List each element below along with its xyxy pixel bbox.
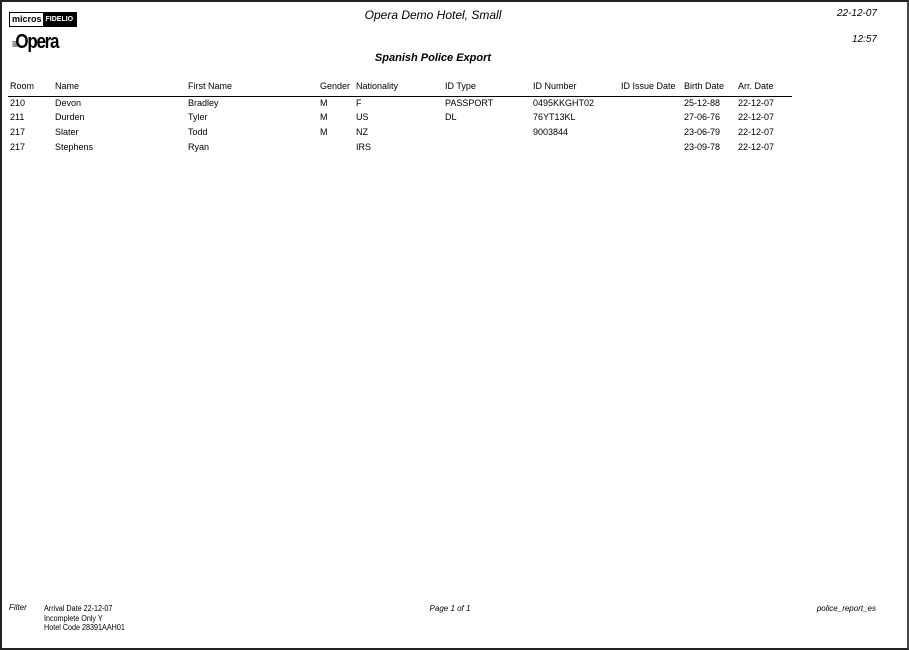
- cell-name: Stephens: [55, 142, 94, 152]
- cell-birth-date: 23-06-79: [684, 127, 721, 137]
- column-header-nationality: Nationality: [356, 81, 399, 91]
- cell-first-name: Todd: [188, 127, 208, 137]
- cell-first-name: Ryan: [188, 142, 210, 152]
- cell-room: 211: [10, 112, 25, 122]
- column-header-first-name: First Name: [188, 81, 233, 91]
- cell-id-type: PASSPORT: [445, 98, 494, 108]
- cell-nationality: IRS: [356, 142, 372, 152]
- cell-arr-date: 22-12-07: [738, 142, 775, 152]
- cell-id-type: DL: [445, 112, 457, 122]
- cell-room: 217: [10, 127, 26, 137]
- cell-id-number: 76YT13KL: [533, 112, 576, 122]
- cell-birth-date: 25-12-88: [684, 98, 721, 108]
- filter-item: Incomplete Only Y: [44, 613, 103, 623]
- filter-item: Hotel Code 28391AAH01: [44, 623, 125, 632]
- page-number: Page 1 of 1: [429, 604, 471, 613]
- report-time: 12:57: [851, 34, 877, 45]
- cell-name: Durden: [55, 112, 85, 122]
- filter-label: Filter: [9, 603, 27, 612]
- header-divider: [8, 96, 792, 97]
- cell-nationality: NZ: [356, 127, 368, 137]
- cell-first-name: Bradley: [188, 98, 219, 108]
- column-header-room: Room: [10, 81, 35, 91]
- cell-nationality: F: [356, 98, 362, 108]
- cell-gender: M: [320, 112, 328, 122]
- column-header-id-number: ID Number: [533, 81, 577, 91]
- cell-first-name: Tyler: [188, 112, 208, 122]
- column-header-gender: Gender: [320, 81, 351, 91]
- cell-room: 217: [10, 142, 26, 152]
- cell-id-number: 0495KKGHT02: [533, 98, 595, 108]
- cell-name: Slater: [55, 127, 79, 137]
- filter-list: Arrival Date 22-12-07 Incomplete Only Y …: [44, 604, 125, 633]
- opera-logo: ≡Opera: [12, 31, 59, 53]
- column-header-id-type: ID Type: [445, 81, 476, 91]
- cell-name: Devon: [55, 98, 82, 108]
- column-header-id-issue-date: ID Issue Date: [621, 81, 676, 91]
- cell-gender: M: [320, 98, 328, 108]
- cell-birth-date: 27-06-76: [684, 112, 721, 122]
- micros-fidelio-logo: micros FIDELIO: [9, 12, 78, 27]
- column-header-name: Name: [55, 81, 80, 91]
- cell-birth-date: 23-09-78: [684, 142, 721, 152]
- column-header-birth-date: Birth Date: [684, 81, 725, 91]
- report-name: police_report_es: [816, 604, 876, 613]
- cell-room: 210: [10, 98, 26, 108]
- cell-arr-date: 22-12-07: [738, 127, 775, 137]
- logo-micros-text: micros: [10, 13, 43, 26]
- report-title: Spanish Police Export: [374, 52, 492, 64]
- logo-fidelio-text: FIDELIO: [42, 13, 77, 26]
- hotel-name: Opera Demo Hotel, Small: [364, 8, 502, 22]
- cell-arr-date: 22-12-07: [738, 112, 775, 122]
- cell-gender: M: [320, 127, 328, 137]
- cell-nationality: US: [356, 112, 369, 122]
- logo-opera-text: Opera: [15, 31, 59, 53]
- column-header-arr-date: Arr. Date: [738, 81, 774, 91]
- filter-item: Arrival Date 22-12-07: [44, 604, 113, 613]
- report-date: 22-12-07: [836, 8, 877, 19]
- cell-id-number: 9003844: [533, 127, 569, 137]
- cell-arr-date: 22-12-07: [738, 98, 775, 108]
